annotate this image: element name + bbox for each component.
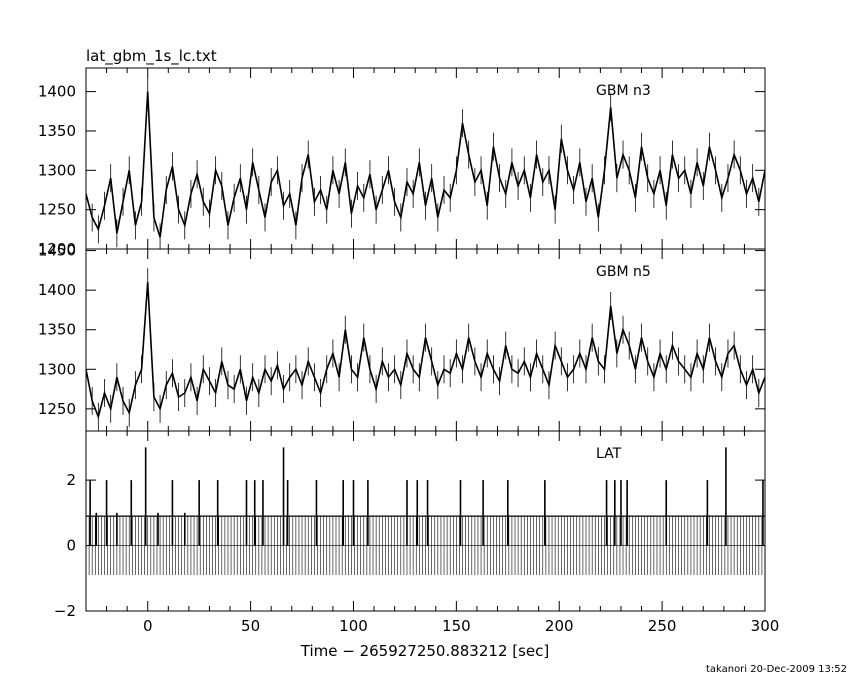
y-tick-label: 1350 xyxy=(38,321,76,339)
y-tick-label: 1250 xyxy=(38,201,76,219)
panel-data xyxy=(86,77,765,249)
x-tick-label: 250 xyxy=(648,617,677,635)
x-axis-label: Time − 265927250.883212 [sec] xyxy=(300,642,550,660)
panels-group: 1200 1250 1300 1350 1400 GBM n3 1250 1300 1350 14… xyxy=(38,67,780,635)
footer-credit: takanori 20-Dec-2009 13:52 xyxy=(706,664,847,675)
panel-label: GBM n5 xyxy=(596,264,651,280)
y-tick-label: 1200 xyxy=(38,240,76,258)
x-tick-label: 50 xyxy=(241,617,260,635)
x-tick-label: 300 xyxy=(751,617,780,635)
y-tick-label: 0 xyxy=(66,537,76,555)
y-tick-label: −2 xyxy=(54,602,76,620)
x-tick-label: 0 xyxy=(143,617,153,635)
panel-data xyxy=(86,268,765,431)
panel-0: 1200 1250 1300 1350 1400 GBM n3 xyxy=(38,67,766,258)
series-line xyxy=(86,282,765,420)
y-tick-label: 1450 xyxy=(38,242,76,260)
panel-label: GBM n3 xyxy=(596,83,651,99)
panel-label: LAT xyxy=(596,446,622,462)
series-line xyxy=(86,91,765,238)
panel-frame xyxy=(85,67,766,250)
y-tick-label: 1400 xyxy=(38,83,76,101)
y-tick-label: 1350 xyxy=(38,122,76,140)
x-tick-label: 100 xyxy=(339,617,368,635)
y-tick-label: 2 xyxy=(66,471,76,489)
x-tick-label: 150 xyxy=(442,617,471,635)
y-tick-label: 1300 xyxy=(38,360,76,378)
y-tick-label: 1300 xyxy=(38,161,76,179)
y-tick-label: 1400 xyxy=(38,281,76,299)
panel-1: 1250 1300 1350 1400 1450 GBM n5 xyxy=(38,242,766,432)
chart-title: lat_gbm_1s_lc.txt xyxy=(86,47,217,66)
panel-2: −2 0 2 LAT xyxy=(54,430,766,620)
panel-data xyxy=(86,447,765,575)
y-tick-label: 1250 xyxy=(38,400,76,418)
x-tick-label: 200 xyxy=(545,617,574,635)
